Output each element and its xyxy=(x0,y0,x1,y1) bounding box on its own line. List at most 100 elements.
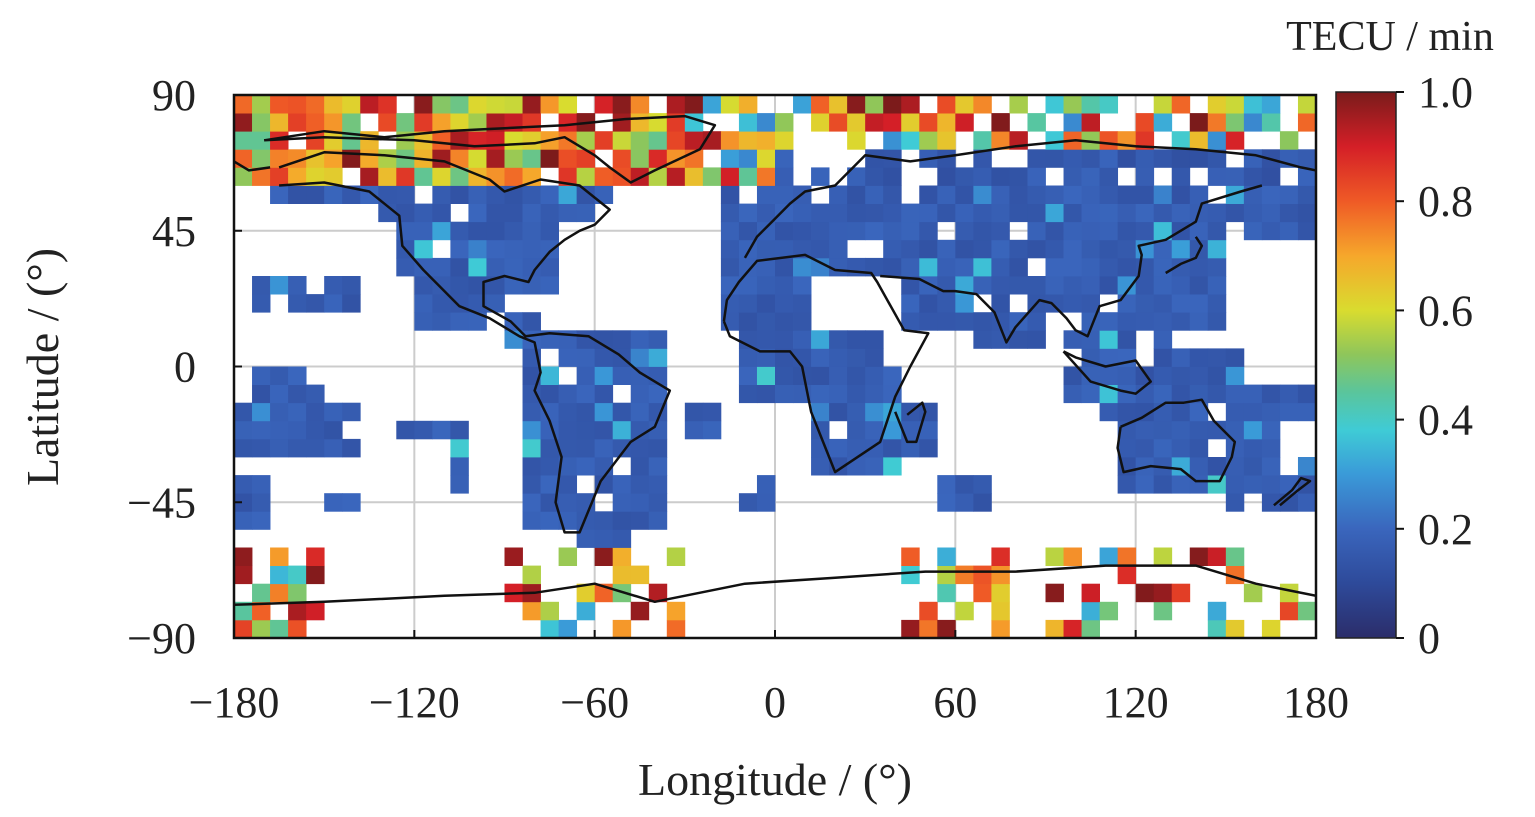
map-cell xyxy=(252,493,271,512)
map-cell xyxy=(1045,185,1064,204)
map-cell xyxy=(955,276,974,295)
map-cell xyxy=(1063,239,1082,259)
map-cell xyxy=(1135,312,1155,331)
map-cell xyxy=(991,547,1010,566)
map-cell xyxy=(342,294,361,313)
map-cell xyxy=(612,330,632,349)
map-cell xyxy=(1207,167,1227,186)
map-cell xyxy=(648,420,668,440)
map-cell xyxy=(702,402,722,422)
map-cell xyxy=(738,167,758,186)
map-cell xyxy=(738,149,758,168)
map-cell xyxy=(847,366,866,385)
map-cell xyxy=(558,438,578,458)
map-cell xyxy=(991,257,1010,277)
map-cell xyxy=(270,276,289,295)
map-cell xyxy=(1261,384,1281,404)
map-cell xyxy=(720,257,740,277)
map-cell xyxy=(756,185,776,204)
map-cell xyxy=(522,203,541,223)
map-cell xyxy=(468,113,487,132)
map-cell xyxy=(288,601,307,621)
map-cell xyxy=(756,203,776,223)
map-cell xyxy=(1207,276,1227,295)
map-cell xyxy=(252,276,271,295)
map-cell xyxy=(1153,384,1173,404)
map-cell xyxy=(1225,131,1245,150)
map-cell xyxy=(919,185,938,204)
map-cell xyxy=(901,239,920,259)
map-cell xyxy=(973,276,992,295)
map-cell xyxy=(252,167,271,186)
map-cell xyxy=(793,203,812,223)
map-cell xyxy=(1297,384,1316,404)
map-cell xyxy=(1243,203,1263,223)
map-cell xyxy=(252,113,271,132)
map-cell xyxy=(648,511,668,530)
map-cell xyxy=(468,239,487,259)
map-cell xyxy=(1027,113,1046,132)
map-cell xyxy=(1027,203,1046,223)
map-cell xyxy=(396,257,415,277)
map-cell xyxy=(1189,420,1209,440)
map-cell xyxy=(756,493,776,512)
map-cell xyxy=(775,113,794,132)
map-cell xyxy=(991,583,1010,603)
map-cell xyxy=(955,221,974,241)
map-cell xyxy=(306,565,325,585)
map-cell xyxy=(324,113,343,132)
map-cell xyxy=(1207,149,1227,168)
map-cell xyxy=(991,601,1010,621)
map-cell xyxy=(937,185,956,204)
map-cell xyxy=(630,149,650,168)
map-cell xyxy=(1045,131,1064,150)
map-cell xyxy=(1189,149,1209,168)
map-cell xyxy=(1081,601,1100,621)
map-cell xyxy=(1297,457,1316,476)
data-cells xyxy=(234,95,1316,638)
map-cell xyxy=(540,276,559,295)
map-cell xyxy=(684,131,704,150)
map-cell xyxy=(270,420,289,440)
map-cell xyxy=(937,547,956,566)
map-cell xyxy=(1189,547,1209,566)
map-cell xyxy=(738,203,758,223)
map-cell xyxy=(324,131,343,150)
map-cell xyxy=(1189,131,1209,150)
map-cell xyxy=(1243,221,1263,241)
map-cell xyxy=(1117,221,1137,241)
map-cell xyxy=(901,203,920,223)
map-cell xyxy=(1099,203,1119,223)
map-cell xyxy=(324,95,343,114)
map-cell xyxy=(594,438,614,458)
map-cell xyxy=(324,294,343,313)
map-cell xyxy=(1063,149,1082,168)
map-cell xyxy=(1171,131,1191,150)
map-cell xyxy=(1171,149,1191,168)
map-cell xyxy=(937,294,956,313)
map-cell xyxy=(955,113,974,132)
map-cell xyxy=(396,420,415,440)
map-cell xyxy=(1009,239,1028,259)
map-cell xyxy=(1297,493,1316,512)
map-cell xyxy=(1027,167,1046,186)
map-cell xyxy=(901,221,920,241)
map-cell xyxy=(1153,547,1173,566)
map-cell xyxy=(720,167,740,186)
map-cell xyxy=(630,384,650,404)
map-cell xyxy=(955,167,974,186)
map-cell xyxy=(540,239,559,259)
map-cell xyxy=(522,493,541,512)
map-cell xyxy=(234,113,253,132)
map-cell xyxy=(1153,475,1173,494)
map-cell xyxy=(504,131,523,150)
map-cell xyxy=(973,167,992,186)
map-cell xyxy=(1135,149,1155,168)
map-cell xyxy=(973,475,992,494)
map-cell xyxy=(756,221,776,241)
map-cell xyxy=(450,95,469,114)
map-cell xyxy=(1117,402,1137,422)
map-cell xyxy=(1153,276,1173,295)
map-cell xyxy=(919,294,938,313)
